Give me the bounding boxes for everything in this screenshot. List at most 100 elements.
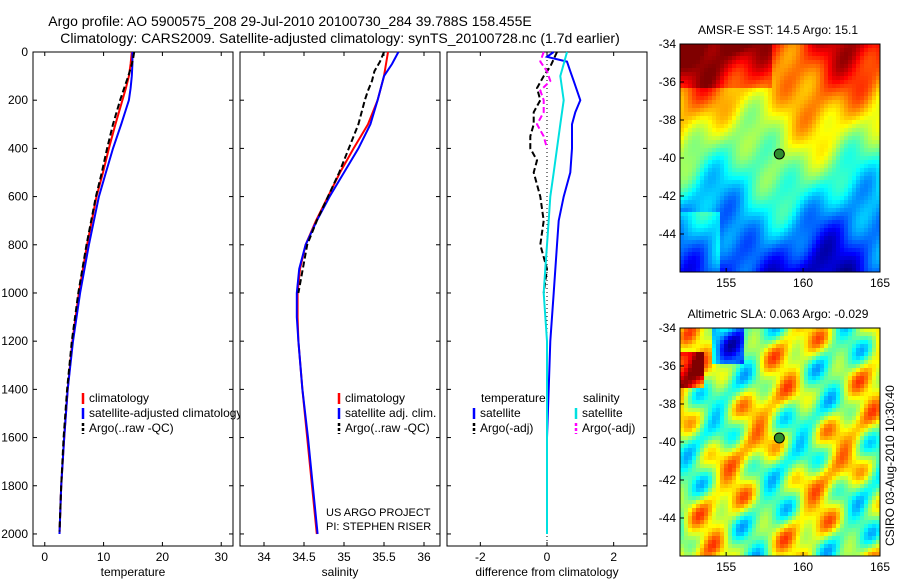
sst-map-cell <box>860 68 865 73</box>
sst-map-cell <box>796 92 801 97</box>
sst-map-cell <box>784 256 789 261</box>
sst-map-cell <box>800 128 805 133</box>
sla-map-cell <box>696 448 701 453</box>
temperature-axes-frame <box>32 51 234 547</box>
sla-map-cell <box>804 340 809 345</box>
sst-map-cell <box>824 252 829 257</box>
sla-map-cell <box>748 388 753 393</box>
sla-map-cell <box>840 456 845 461</box>
sst-map-cell <box>744 60 749 65</box>
sst-map-cell <box>796 96 801 101</box>
sst-map-cell <box>724 124 729 129</box>
sla-map-cell <box>824 372 829 377</box>
sst-map-cell <box>812 84 817 89</box>
sla-map-cell <box>792 332 797 337</box>
sst-map-cell <box>692 136 697 141</box>
sst-map-cell <box>752 84 757 89</box>
sst-map-cell <box>844 116 849 121</box>
sla-map-cell <box>716 364 721 369</box>
sst-map-cell <box>704 96 709 101</box>
sst-map-cell <box>840 88 845 93</box>
sst-map-cell <box>756 200 761 205</box>
sst-map-cell <box>760 176 765 181</box>
sst-map-cell <box>872 104 877 109</box>
sst-map-cell <box>824 76 829 81</box>
sla-map-cell <box>764 436 769 441</box>
sst-map-cell <box>776 192 781 197</box>
sst-map-cell <box>872 180 877 185</box>
sst-map-cell <box>688 100 693 105</box>
sst-map-cell <box>816 92 821 97</box>
sst-map-cell <box>836 212 841 217</box>
sst-map-cell <box>688 172 693 177</box>
sla-map-cell <box>872 456 877 461</box>
sst-map-cell <box>708 72 713 77</box>
sst-map-cell <box>776 120 781 125</box>
sla-map-cell <box>860 408 865 413</box>
sst-map-cell <box>864 152 869 157</box>
sla-map-cell <box>680 400 685 405</box>
sla-map-cell <box>784 340 789 345</box>
sst-map-cell <box>756 48 761 53</box>
sst-map-cell <box>836 124 841 129</box>
sla-map-cell <box>844 364 849 369</box>
sla-map-cell <box>760 356 765 361</box>
sla-map-cell <box>684 400 689 405</box>
sst-map-cell <box>872 176 877 181</box>
sst-map-cell <box>712 176 717 181</box>
sla-map-cell <box>744 336 749 341</box>
sla-map-cell <box>732 364 737 369</box>
sla-map-cell <box>720 388 725 393</box>
sst-map-cell <box>704 228 709 233</box>
sst-map-cell <box>828 252 833 257</box>
sla-map-cell <box>864 480 869 485</box>
sla-map-cell <box>800 396 805 401</box>
sst-map-cell <box>864 80 869 85</box>
sla-map-cell <box>712 388 717 393</box>
sst-map-cell <box>684 260 689 265</box>
sla-map-cell <box>776 456 781 461</box>
sst-map-cell <box>780 144 785 149</box>
sla-map-cell <box>796 352 801 357</box>
sla-map-cell <box>780 392 785 397</box>
sla-map-cell <box>876 448 881 453</box>
sla-map-cell <box>864 436 869 441</box>
sst-map-cell <box>700 180 705 185</box>
sla-map-cell <box>860 364 865 369</box>
sla-map-cell <box>804 456 809 461</box>
sla-map-cell <box>860 340 865 345</box>
sst-map-cell <box>720 124 725 129</box>
sst-map-cell <box>692 148 697 153</box>
sla-map-cell <box>784 460 789 465</box>
sla-map-cell <box>712 328 717 333</box>
sst-map-cell <box>776 256 781 261</box>
sla-map-cell <box>832 460 837 465</box>
sst-map-cell <box>848 172 853 177</box>
sla-map-cell <box>748 384 753 389</box>
sst-map-cell <box>768 260 773 265</box>
sst-map-cell <box>800 164 805 169</box>
sst-map-cell <box>776 240 781 245</box>
sla-map-cell <box>848 456 853 461</box>
sst-map-cell <box>812 56 817 61</box>
sla-map-cell <box>720 392 725 397</box>
sla-map-cell <box>768 456 773 461</box>
sst-map-cell <box>680 48 685 53</box>
sst-map-cell <box>808 204 813 209</box>
sla-map-cell <box>756 480 761 485</box>
sst-map-cell <box>840 208 845 213</box>
sst-map-cell <box>720 140 725 145</box>
sst-map-cell <box>772 248 777 253</box>
sst-map-cell <box>704 60 709 65</box>
sla-map-cell <box>864 444 869 449</box>
sla-map-cell <box>700 468 705 473</box>
sla-map-cell <box>856 408 861 413</box>
sst-map-cell <box>704 156 709 161</box>
sla-map-cell <box>864 420 869 425</box>
sst-map-cell <box>816 48 821 53</box>
sla-map-cell <box>780 424 785 429</box>
sst-map-cell <box>680 92 685 97</box>
sla-map-cell <box>808 472 813 477</box>
sst-map-cell <box>688 44 693 49</box>
sla-map-cell <box>828 440 833 445</box>
